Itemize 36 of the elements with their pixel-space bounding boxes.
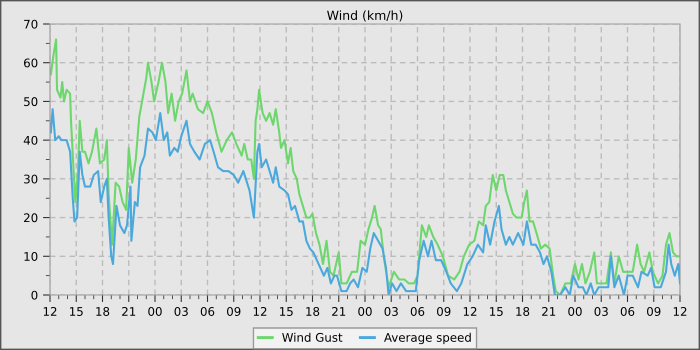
y-tick-label: 50 [24, 97, 38, 106]
legend-label: Average speed [384, 332, 471, 344]
x-tick-label: 03 [174, 307, 188, 316]
x-tick-label: 03 [594, 307, 608, 316]
x-tick-label: 18 [306, 307, 320, 316]
x-tick-label: 15 [490, 307, 503, 316]
x-tick-label: 21 [332, 307, 346, 316]
y-tick-label: 70 [24, 20, 38, 29]
x-tick-label: 21 [542, 307, 556, 316]
x-tick-label: 12 [254, 307, 266, 316]
y-tick-label: 0 [31, 290, 38, 300]
x-tick-label: 21 [122, 307, 136, 316]
x-tick-label: 06 [200, 307, 214, 316]
x-tick-label: 18 [516, 307, 530, 316]
y-tick-label: 40 [24, 136, 38, 145]
x-tick-label: 12 [464, 307, 476, 316]
y-tick-label: 10 [24, 252, 38, 261]
x-tick-label: 00 [568, 307, 582, 316]
x-tick-label: 09 [647, 307, 660, 316]
x-tick-label: 15 [280, 307, 293, 316]
x-tick-label: 12 [44, 307, 56, 316]
x-tick-label: 06 [410, 307, 424, 316]
x-tick-label: 09 [227, 307, 240, 316]
chart-title: Wind (km/h) [327, 10, 402, 22]
x-tick-label: 03 [384, 307, 398, 316]
x-tick-label: 18 [96, 307, 110, 316]
x-tick-label: 00 [358, 307, 372, 316]
y-tick-label: 20 [24, 213, 38, 222]
x-tick-label: 00 [148, 307, 162, 316]
x-tick-label: 15 [70, 307, 83, 316]
legend-label: Wind Gust [282, 332, 342, 342]
y-tick-label: 30 [24, 174, 38, 184]
y-tick-label: 60 [24, 58, 38, 68]
x-tick-label: 09 [437, 307, 450, 316]
x-tick-label: 12 [674, 307, 686, 316]
x-tick-label: 06 [620, 307, 634, 316]
